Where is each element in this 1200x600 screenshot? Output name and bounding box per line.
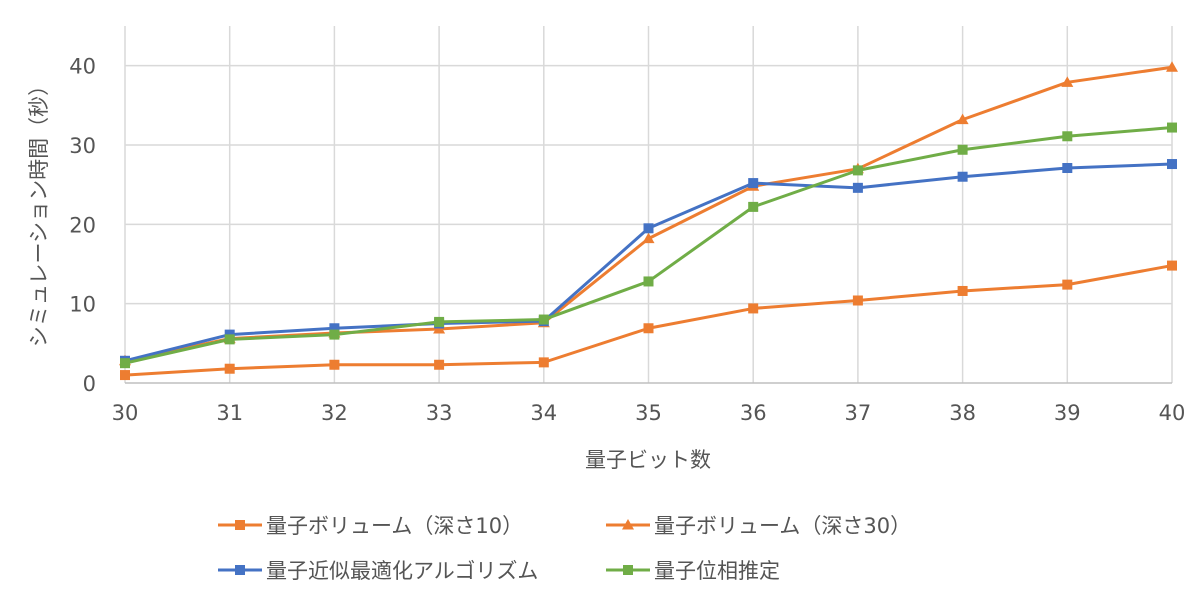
data-point [957, 171, 968, 182]
legend-marker [623, 565, 633, 575]
data-point [120, 358, 130, 369]
data-point [120, 370, 130, 381]
x-tick-label: 31 [216, 401, 243, 425]
x-tick-label: 38 [949, 401, 976, 425]
data-point [224, 363, 235, 374]
y-tick-label: 40 [69, 55, 96, 79]
y-tick-label: 10 [69, 293, 96, 317]
data-point [538, 357, 549, 368]
data-point [643, 223, 654, 234]
legend-label: 量子位相推定 [654, 559, 780, 583]
legend: 量子ボリューム（深さ10） 量子ボリューム（深さ30） 量子近似最適化アルゴリズム 量… [218, 514, 911, 583]
x-tick-label: 32 [321, 401, 348, 425]
data-point [956, 113, 969, 125]
data-point [1062, 279, 1073, 290]
data-point [434, 359, 445, 370]
data-point [957, 285, 968, 296]
data-point [224, 334, 235, 345]
x-tick-label: 40 [1159, 401, 1186, 425]
x-tick-label: 34 [530, 401, 557, 425]
series-4 [120, 122, 1177, 369]
data-point [329, 359, 340, 370]
data-point [957, 144, 968, 155]
legend-item: 量子位相推定 [606, 559, 780, 583]
legend-marker [622, 519, 634, 530]
data-point [642, 232, 655, 244]
series-group [119, 61, 1178, 381]
x-axis-title: 量子ビット数 [585, 448, 711, 472]
series-1 [120, 260, 1177, 381]
data-point [1166, 61, 1178, 72]
legend-marker [235, 520, 245, 530]
data-point [1167, 260, 1177, 271]
x-tick-label: 33 [426, 401, 453, 425]
x-tick-label: 36 [740, 401, 767, 425]
legend-label: 量子ボリューム（深さ30） [654, 514, 911, 538]
data-point [329, 323, 340, 334]
legend-marker [235, 565, 245, 575]
legend-item: 量子近似最適化アルゴリズム [218, 559, 538, 583]
x-tick-label: 39 [1054, 401, 1081, 425]
legend-label: 量子ボリューム（深さ10） [266, 514, 523, 538]
tick-labels: 0 10 20 30 40 30 31 32 33 34 35 36 37 38 39 40 [69, 55, 1185, 425]
data-point [434, 316, 445, 327]
legend-label: 量子近似最適化アルゴリズム [266, 559, 538, 583]
data-point [643, 323, 654, 334]
data-point [1061, 76, 1074, 87]
data-point [852, 295, 863, 306]
x-tick-label: 35 [635, 401, 662, 425]
data-point [329, 329, 340, 340]
y-tick-label: 20 [69, 213, 96, 237]
data-point [748, 178, 759, 189]
data-point [538, 314, 549, 325]
data-point [1062, 163, 1073, 174]
x-tick-label: 37 [845, 401, 872, 425]
data-point [852, 165, 863, 176]
data-point [1062, 131, 1073, 142]
data-point [748, 303, 759, 314]
data-point [748, 201, 759, 212]
y-tick-label: 0 [83, 372, 96, 396]
legend-item: 量子ボリューム（深さ10） [218, 514, 523, 538]
data-point [643, 276, 654, 287]
legend-item: 量子ボリューム（深さ30） [606, 514, 911, 538]
y-tick-label: 30 [69, 134, 96, 158]
data-point [852, 182, 863, 193]
data-point [1167, 122, 1177, 133]
x-tick-label: 30 [112, 401, 139, 425]
y-axis-title: シミュレーション時間（秒） [27, 75, 51, 347]
data-point [1167, 159, 1177, 170]
